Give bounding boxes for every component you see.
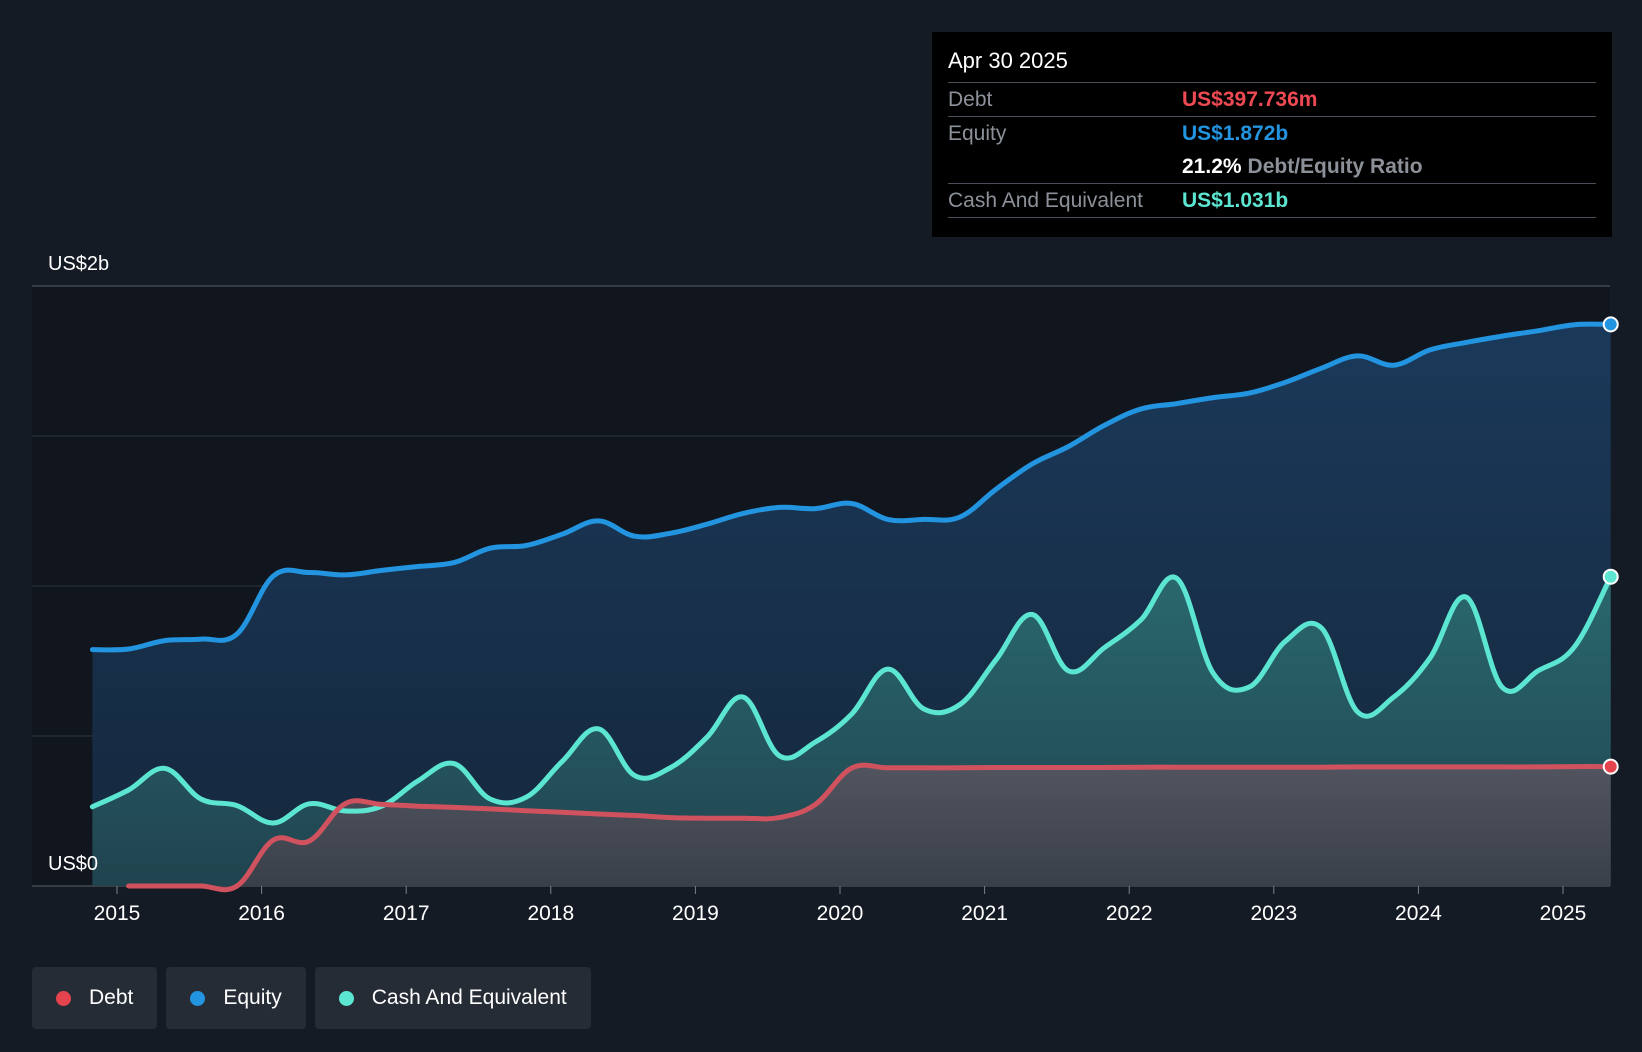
- debt-end-marker: [1602, 758, 1619, 775]
- tooltip-ratio-label: Debt/Equity Ratio: [1247, 154, 1423, 178]
- tooltip-panel: Apr 30 2025 Debt US$397.736m Equity US$1…: [932, 32, 1612, 237]
- legend-cash[interactable]: Cash And Equivalent: [314, 967, 591, 1029]
- equity-line: [89, 321, 1614, 653]
- cash-line: [89, 574, 1614, 826]
- x-tick-label: 2025: [1540, 902, 1587, 925]
- tooltip-equity-value: US$1.872b: [1182, 121, 1289, 145]
- tooltip-cash-label: Cash And Equivalent: [948, 188, 1143, 212]
- tooltip-cash-value: US$1.031b: [1182, 188, 1289, 212]
- x-tick-label: 2017: [383, 902, 430, 925]
- legend-equity[interactable]: Equity: [166, 967, 306, 1029]
- tooltip-debt-row: Debt US$397.736m: [948, 82, 1596, 116]
- x-tick-label: 2021: [961, 902, 1008, 925]
- y-axis-label-top: US$2b: [48, 253, 109, 275]
- legend-equity-label: Equity: [223, 986, 282, 1009]
- x-tick-label: 2020: [817, 902, 864, 925]
- y-axis-label-bottom: US$0: [48, 853, 98, 875]
- x-tick-label: 2023: [1250, 902, 1297, 925]
- tooltip-date: Apr 30 2025: [948, 48, 1068, 73]
- debt-line: [126, 762, 1614, 893]
- equity-end-marker: [1602, 316, 1619, 333]
- legend-debt-label: Debt: [89, 986, 134, 1009]
- series-end-markers: [1602, 316, 1619, 775]
- chart-legend: Debt Equity Cash And Equivalent: [32, 967, 600, 1029]
- tooltip-debt-value: US$397.736m: [1182, 87, 1318, 111]
- legend-cash-label: Cash And Equivalent: [371, 986, 567, 1009]
- series-lines: [89, 321, 1614, 893]
- legend-cash-dot-icon: [338, 990, 354, 1006]
- legend-debt[interactable]: Debt: [32, 967, 158, 1029]
- cash-end-marker: [1602, 568, 1619, 585]
- x-tick-label: 2024: [1395, 902, 1442, 925]
- tooltip-equity-label: Equity: [948, 121, 1007, 145]
- tooltip-ratio-value: 21.2%: [1182, 154, 1242, 178]
- tooltip-ratio-row: 21.2% Debt/Equity Ratio: [948, 150, 1596, 183]
- x-tick-label: 2022: [1106, 902, 1153, 925]
- x-axis-ticks: 2015 2016 2017 2018 2019 2020 2021 2022 2023 2024…: [94, 886, 1587, 925]
- legend-debt-dot-icon: [56, 990, 71, 1006]
- tooltip-cash-row: Cash And Equivalent US$1.031b: [948, 183, 1596, 218]
- tooltip-equity-row: Equity US$1.872b: [948, 116, 1596, 150]
- legend-equity-dot-icon: [190, 990, 206, 1006]
- x-tick-label: 2016: [238, 902, 285, 925]
- debt-area: [128, 765, 1611, 890]
- x-tick-label: 2018: [527, 902, 574, 925]
- x-tick-label: 2015: [94, 902, 141, 925]
- tooltip-debt-label: Debt: [948, 87, 993, 111]
- x-tick-label: 2019: [672, 902, 719, 925]
